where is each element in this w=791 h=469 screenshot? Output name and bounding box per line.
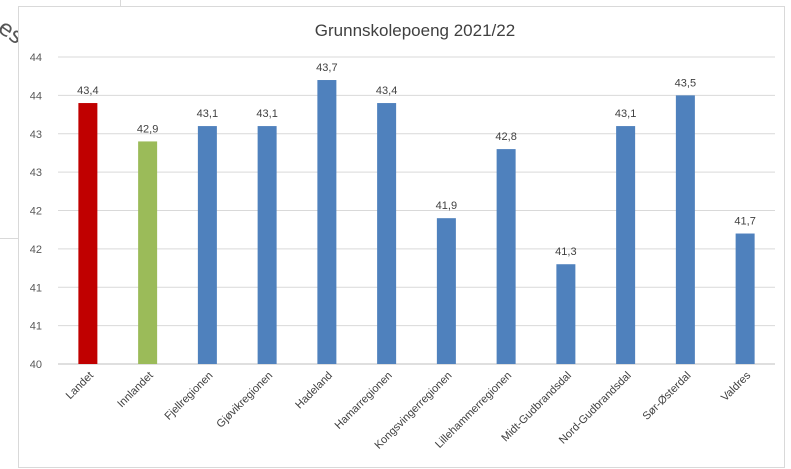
data-label: 43,4 xyxy=(376,85,397,97)
x-category-label: Hamarregionen xyxy=(333,370,395,432)
bar-kongsvingerregionen xyxy=(436,218,456,364)
bar-sør-østerdal xyxy=(675,95,695,364)
bar-lillehammerregionen xyxy=(496,149,516,364)
bars xyxy=(78,80,755,365)
y-tick-label: 43 xyxy=(30,167,42,179)
data-label: 43,1 xyxy=(197,108,218,120)
x-axis-categories: Landet Innlandet FjellregionenGjøvikregion… xyxy=(64,369,754,451)
y-tick-label: 44 xyxy=(30,90,42,102)
bar-hadeland xyxy=(317,80,337,365)
bar-valdres xyxy=(735,233,755,364)
x-category-label: Landet xyxy=(64,370,96,402)
data-label: 43,1 xyxy=(256,108,277,120)
x-category-label: Sør-Østerdal xyxy=(640,370,693,423)
y-tick-label: 44 xyxy=(30,52,42,64)
data-label: 41,3 xyxy=(555,246,576,258)
x-category-label: Innlandet xyxy=(115,370,155,410)
y-tick-label: 41 xyxy=(30,282,42,294)
bar-fjellregionen xyxy=(197,126,217,364)
bar-hamarregionen xyxy=(377,103,397,365)
y-tick-label: 40 xyxy=(30,359,42,371)
bar-nord-gudbrandsdal xyxy=(616,126,636,364)
data-label: 43,5 xyxy=(675,77,696,89)
data-label: 41,7 xyxy=(734,216,755,228)
chart-title: Grunnskolepoeng 2021/22 xyxy=(315,21,515,40)
y-tick-label: 41 xyxy=(30,321,42,333)
data-label: 42,9 xyxy=(137,123,158,135)
bar-gjøvikregionen xyxy=(257,126,277,364)
x-category-label: Gjøvikregionen xyxy=(214,370,275,431)
y-tick-label: 42 xyxy=(30,244,42,256)
data-label: 43,4 xyxy=(77,85,98,97)
bar-innlandet xyxy=(138,141,158,364)
y-axis-ticks: 40 41 41 42 42 43 43 44 44 xyxy=(30,52,42,371)
x-category-label: Valdres xyxy=(719,369,754,404)
data-label: 43,1 xyxy=(615,108,636,120)
y-tick-label: 42 xyxy=(30,206,42,218)
data-label: 43,7 xyxy=(316,62,337,74)
y-tick-label: 43 xyxy=(30,129,42,141)
x-category-label: Fjellregionen xyxy=(162,370,215,423)
x-category-label: Hadeland xyxy=(293,370,335,412)
bar-midt-gudbrandsdal xyxy=(556,264,576,364)
data-label: 42,8 xyxy=(495,131,516,143)
data-labels: 43,4 42,9 43,1 43,1 43,7 43,4 41,9 42,8 41,3 43,1… xyxy=(77,62,756,258)
bar-landet xyxy=(78,103,98,365)
gridlines xyxy=(58,56,775,365)
data-label: 41,9 xyxy=(436,200,457,212)
